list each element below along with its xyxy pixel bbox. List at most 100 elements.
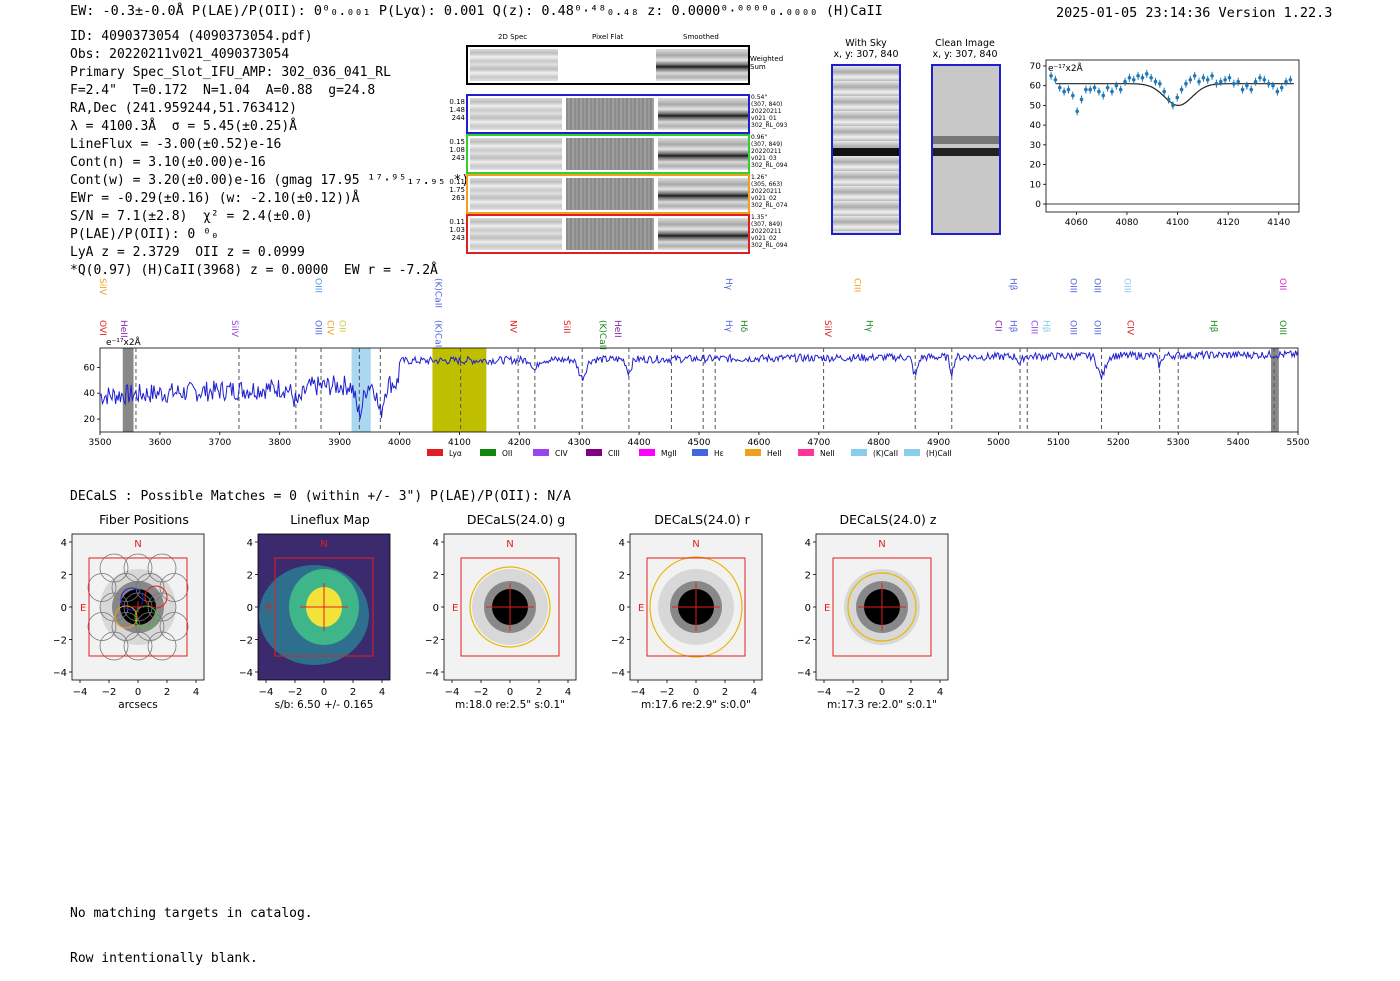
- cutout-stat: 263: [451, 194, 465, 202]
- spectrum-line-label: (K)CaII: [597, 320, 607, 350]
- search-box: [88, 557, 188, 657]
- zoom-data-point: [1184, 79, 1188, 88]
- zoom-data-point: [1127, 73, 1132, 82]
- spectrum-xtick-label: 5300: [1167, 438, 1190, 448]
- spectrum-line-label-top: OIII: [1121, 278, 1131, 293]
- spectrum-line-label: Hβ: [1040, 320, 1050, 333]
- info-line: *Q(0.97) (H)CaII(3968) z = 0.0000 EW r =…: [70, 263, 438, 278]
- legend-entry: NeII: [798, 449, 835, 458]
- zoom-data-point: [1284, 77, 1288, 86]
- legend-entry: (H)CaII: [904, 449, 952, 458]
- xtick-label: 0: [879, 687, 885, 698]
- spectrum-line-label: Hδ: [738, 320, 748, 333]
- cutout-stat: 0.15: [449, 138, 465, 146]
- fiber-circle: [147, 553, 177, 583]
- fiber-circle: [99, 553, 129, 583]
- cutout-row-meta: 1.26" (305, 663) 20220211 v021_02 302_RL_074: [751, 174, 801, 209]
- legend-swatch: [533, 449, 549, 456]
- xtick-label: −2: [102, 687, 117, 698]
- xtick-label: −2: [474, 687, 489, 698]
- zoom-data-point: [1131, 75, 1136, 84]
- zoom-data-point: [1240, 85, 1245, 94]
- weighted-sum-label: Weighted Sum: [750, 55, 784, 71]
- fiber-circle: [99, 631, 129, 661]
- aperture-ellipse: [847, 572, 917, 642]
- info-line: P(LAE)/P(OII): 0 ⁰₀: [70, 227, 219, 242]
- cutout-meta-line: v021_01: [751, 115, 777, 122]
- spectrum-line-label: OVI: [97, 320, 107, 336]
- spectrum-xtick-label: 3500: [89, 438, 112, 448]
- compass-north: N: [692, 539, 699, 550]
- primary-fiber: [144, 585, 168, 609]
- legend-label: (H)CaII: [926, 449, 952, 458]
- masked-region: [1271, 348, 1279, 432]
- detection-info: ID: 4090373054 (4090373054.pdf) Obs: 2022…: [70, 28, 469, 280]
- zoom-data-point: [1245, 81, 1249, 90]
- zoom-data-point: [1162, 87, 1167, 96]
- cutout-row-meta: 0.96" (307, 849) 20220211 v021_03 302_RL_094: [751, 134, 801, 169]
- spectrum-line-label: NV: [507, 320, 517, 334]
- zoom-data-point: [1110, 87, 1114, 96]
- legend-swatch: [692, 449, 708, 456]
- legend-label: (K)CaII: [873, 449, 898, 458]
- legend-swatch: [586, 449, 602, 456]
- header-summary: EW: -0.3±-0.0Å P(LAE)/P(OII): 0⁰₀.₀₀₁ P(…: [70, 3, 883, 19]
- xtick-label: 4: [565, 687, 571, 698]
- with-sky-image: [831, 64, 901, 235]
- search-box: [832, 557, 932, 657]
- zoom-data-points: [1049, 69, 1293, 116]
- spectrum-xtick-label: 3900: [328, 438, 351, 448]
- zoom-data-point: [1210, 71, 1214, 80]
- cutout-stat: 1.08: [449, 146, 465, 154]
- fiber-circle: [147, 631, 177, 661]
- zoom-ytick-label: 0: [1035, 200, 1041, 210]
- zoom-data-point: [1271, 81, 1275, 90]
- spectrum-line-label: CIV: [1124, 320, 1134, 336]
- spectrum-xtick-label: 4200: [508, 438, 531, 448]
- spectrum-xtick-label: 4300: [568, 438, 591, 448]
- aperture-ellipse: [469, 566, 551, 648]
- cutout-meta-line: (307, 840): [751, 101, 783, 108]
- ytick-label: −2: [240, 636, 253, 647]
- zoom-data-point: [1175, 93, 1180, 102]
- zoom-data-point: [1275, 87, 1280, 96]
- compass-east: E: [266, 603, 272, 614]
- ytick-label: 0: [619, 603, 625, 614]
- spectrum-line-label: SiII: [561, 320, 571, 334]
- info-line: RA,Dec (241.959244,51.763412): [70, 101, 297, 116]
- zoom-ytick-label: 70: [1030, 62, 1041, 72]
- xtick-label: 2: [908, 687, 914, 698]
- zoom-data-point: [1105, 83, 1110, 92]
- cutout-stat: 0.11: [449, 178, 465, 186]
- info-line: Cont(w) = 3.20(±0.00)e-16 (gmag 17.95 ¹⁷…: [70, 173, 470, 188]
- cutout-row-image: [466, 94, 750, 134]
- spectrum-line-label: CII: [993, 320, 1003, 332]
- with-sky-title-text: With Sky: [845, 38, 887, 49]
- search-box: [646, 557, 746, 657]
- spectrum-xtick-label: 5500: [1287, 438, 1310, 448]
- zoom-ytick-label: 40: [1030, 121, 1041, 131]
- spectrum-line-label: CIII: [1028, 320, 1038, 334]
- cutout-meta-line: 20220211: [751, 148, 782, 155]
- ytick-label: 4: [247, 538, 253, 549]
- spectrum-line-label: OIII: [1091, 320, 1101, 335]
- panel-caption: s/b: 6.50 +/- 0.165: [275, 699, 374, 711]
- spectrum-flux-line: [99, 349, 1299, 420]
- zoom-data-point: [1279, 83, 1284, 92]
- zoom-data-point: [1153, 77, 1158, 86]
- zoom-data-point: [1188, 75, 1193, 84]
- cutout-meta-line: 0.54": [751, 94, 768, 101]
- info-line: ID: 4090373054 (4090373054.pdf): [70, 29, 313, 44]
- clean-image-title-text: Clean Image: [935, 38, 995, 49]
- ytick-label: 4: [619, 538, 625, 549]
- zoom-data-point: [1171, 101, 1175, 110]
- xtick-label: 4: [193, 687, 199, 698]
- zoom-data-point: [1114, 81, 1119, 90]
- zoom-xtick-label: 4060: [1065, 218, 1088, 228]
- zoom-data-point: [1053, 75, 1058, 84]
- col-header-smoothed: Smoothed: [683, 33, 719, 41]
- search-box: [274, 557, 374, 657]
- spectrum-line-label-top: OIII: [1067, 278, 1077, 293]
- info-line: Obs: 20220211v021_4090373054: [70, 47, 290, 62]
- ytick-label: 4: [805, 538, 811, 549]
